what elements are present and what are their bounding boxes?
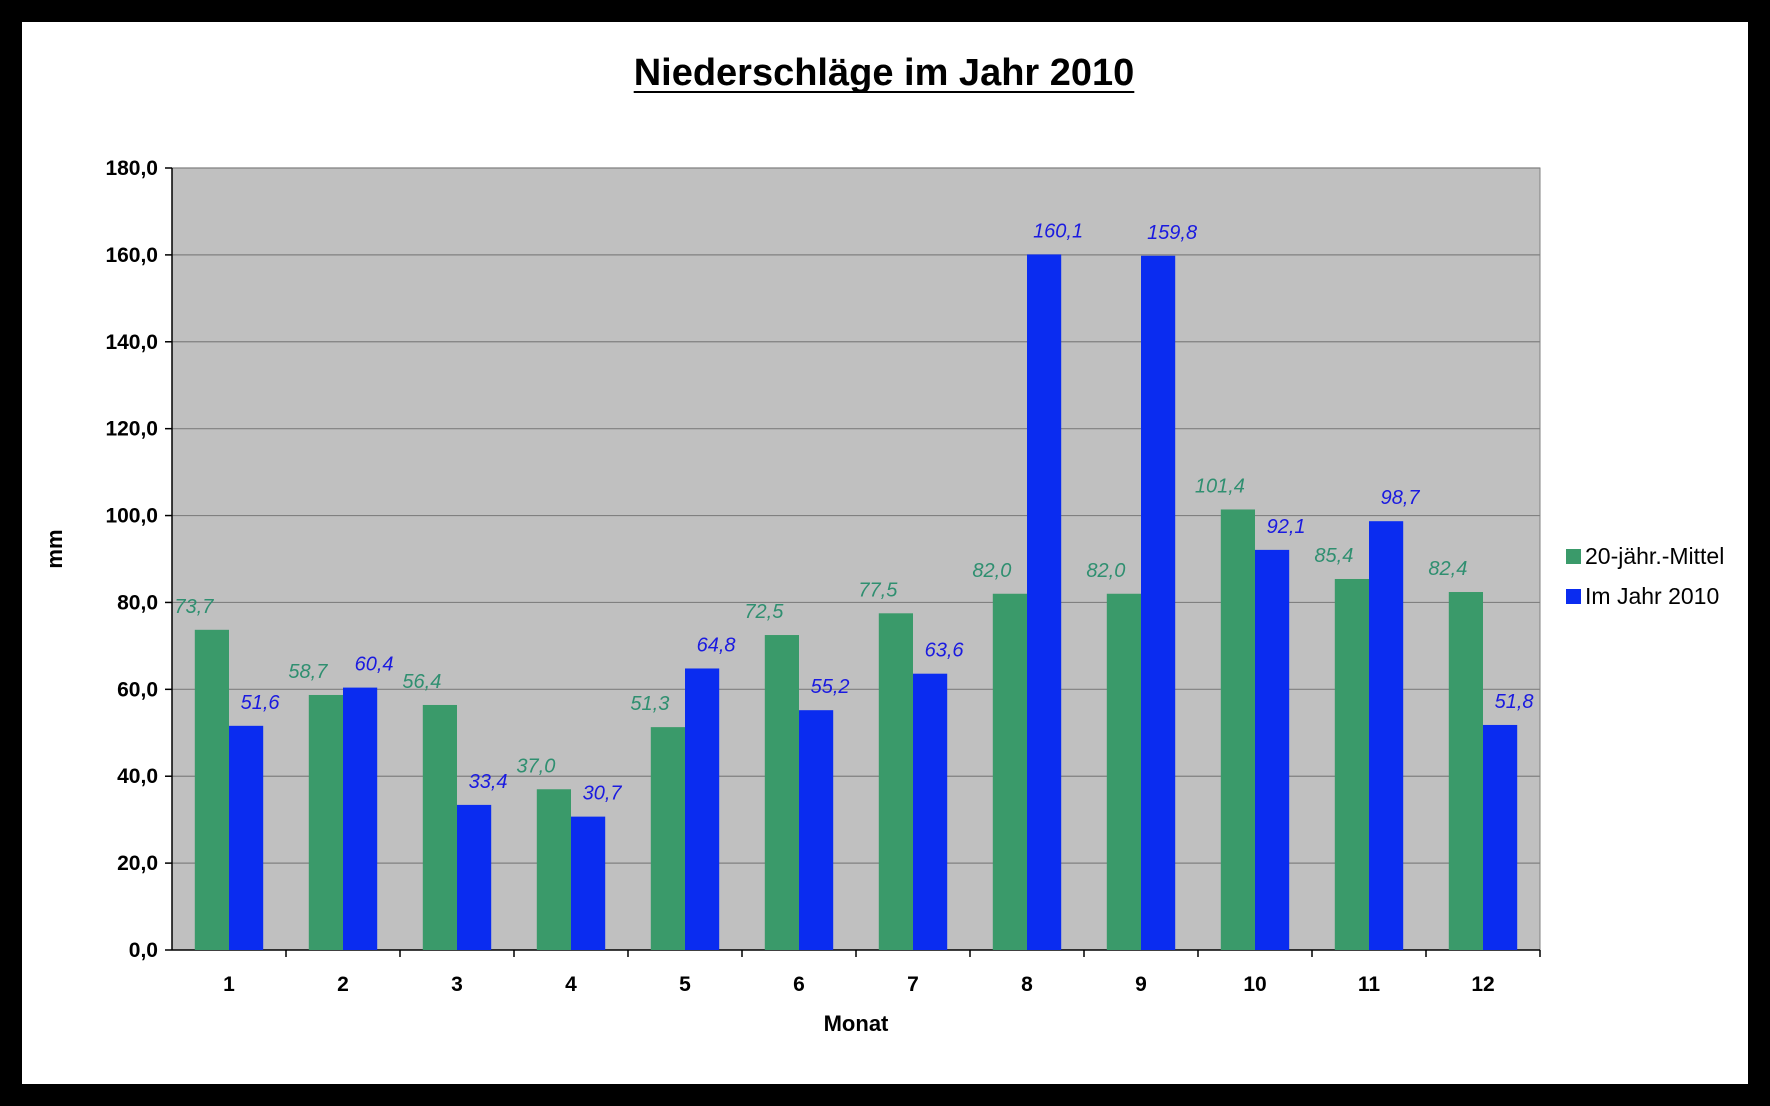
data-label: 51,6 <box>241 692 281 714</box>
x-tick-label: 8 <box>1021 973 1033 996</box>
bar <box>457 804 492 950</box>
data-label: 72,5 <box>744 601 784 623</box>
x-tick-label: 7 <box>907 973 919 996</box>
x-tick-label: 10 <box>1243 973 1266 996</box>
data-label: 98,7 <box>1381 487 1421 509</box>
bar <box>1027 254 1062 950</box>
data-label: 92,1 <box>1267 516 1306 538</box>
y-tick-label: 160,0 <box>105 244 158 267</box>
data-label: 77,5 <box>858 579 898 601</box>
data-label: 60,4 <box>355 654 394 676</box>
bar <box>536 789 571 950</box>
bar <box>343 687 378 950</box>
chart-title: Niederschläge im Jahr 2010 <box>634 52 1135 94</box>
bar <box>1255 549 1290 950</box>
bar <box>764 635 799 950</box>
x-tick-label: 2 <box>337 973 349 996</box>
y-tick-label: 20,0 <box>117 852 158 875</box>
x-tick-label: 12 <box>1471 973 1494 996</box>
data-label: 56,4 <box>402 671 441 693</box>
bar <box>229 725 264 950</box>
data-label: 85,4 <box>1314 545 1353 567</box>
data-label: 33,4 <box>469 771 508 793</box>
plot-background <box>171 167 1541 951</box>
bar <box>1106 593 1141 950</box>
data-label: 51,3 <box>630 693 669 715</box>
legend-label: 20-jähr.-Mittel <box>1585 543 1724 569</box>
y-tick-label: 60,0 <box>117 678 158 701</box>
x-tick-label: 6 <box>793 973 805 996</box>
bar <box>685 668 720 950</box>
y-tick-label: 0,0 <box>129 939 158 962</box>
data-label: 37,0 <box>516 755 555 777</box>
y-tick-label: 180,0 <box>105 157 158 180</box>
data-label: 160,1 <box>1033 220 1083 242</box>
x-tick-label: 1 <box>223 973 235 996</box>
data-label: 101,4 <box>1195 475 1245 497</box>
data-label: 159,8 <box>1147 222 1197 244</box>
x-tick-label: 5 <box>679 973 691 996</box>
x-tick-label: 3 <box>451 973 463 996</box>
x-tick-label: 11 <box>1358 973 1381 996</box>
y-tick-label: 120,0 <box>105 418 158 441</box>
bar <box>1141 255 1176 950</box>
data-label: 58,7 <box>288 661 328 683</box>
legend-swatch <box>1566 589 1581 604</box>
y-tick-label: 80,0 <box>117 591 158 614</box>
bar <box>992 593 1027 950</box>
data-label: 30,7 <box>583 783 623 805</box>
plot-area: 0,0 20,0 40,0 60,0 80,0 100,0 120,0 140,0 160,0 1… <box>105 157 1541 996</box>
bar <box>1220 509 1255 950</box>
data-label: 64,8 <box>697 634 736 656</box>
y-axis-label: mm <box>42 529 67 568</box>
legend-swatch <box>1566 549 1581 564</box>
bar <box>1483 724 1518 950</box>
bar <box>799 710 834 950</box>
bar <box>571 816 606 950</box>
bar-chart: Niederschläge im Jahr 2010 0,0 20,0 40,0 60… <box>42 52 1724 1036</box>
y-tick-label: 140,0 <box>105 331 158 354</box>
bar <box>308 694 343 950</box>
bar <box>422 704 457 950</box>
bar <box>1369 521 1404 950</box>
y-tick-label: 40,0 <box>117 765 158 788</box>
data-label: 82,0 <box>972 560 1011 582</box>
bar <box>1334 578 1369 950</box>
x-axis-label: Monat <box>824 1011 889 1036</box>
legend-label: Im Jahr 2010 <box>1585 583 1719 609</box>
bar <box>1448 592 1483 950</box>
data-label: 82,0 <box>1086 560 1125 582</box>
data-label: 55,2 <box>811 676 850 698</box>
bar <box>194 629 229 950</box>
data-label: 63,6 <box>925 640 965 662</box>
y-tick-label: 100,0 <box>105 505 158 528</box>
bar <box>878 613 913 950</box>
data-label: 82,4 <box>1428 558 1467 580</box>
x-tick-label: 4 <box>565 973 577 996</box>
bar <box>650 727 685 950</box>
data-label: 51,8 <box>1495 691 1534 713</box>
bar <box>913 673 948 950</box>
legend: 20-jähr.-Mittel Im Jahr 2010 <box>1566 543 1724 609</box>
data-label: 73,7 <box>174 596 214 618</box>
x-tick-label: 9 <box>1135 973 1147 996</box>
chart-area: Niederschläge im Jahr 2010 0,0 20,0 40,0 60… <box>22 22 1748 1084</box>
